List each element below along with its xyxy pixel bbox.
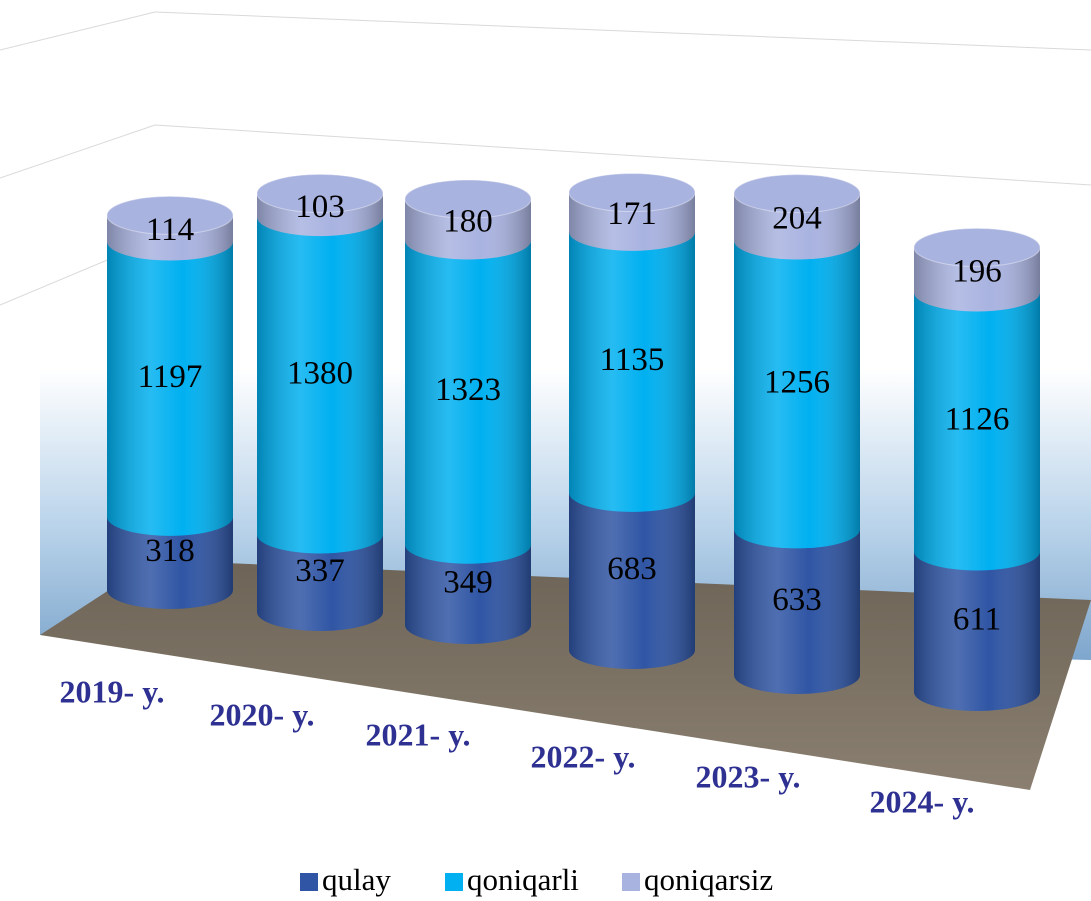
value-label: 1380 (287, 355, 353, 391)
x-tick-label: 2020- y. (210, 696, 315, 732)
shading (914, 532, 1040, 711)
value-label: 103 (295, 189, 345, 225)
cylinder-top (106, 195, 234, 235)
cylinder-top (404, 179, 532, 219)
shading (405, 221, 531, 564)
value-label: 1135 (600, 342, 665, 378)
legend-swatch (445, 873, 463, 891)
value-label: 611 (953, 601, 1001, 637)
value-label: 1256 (764, 365, 830, 401)
cylinder-top (256, 173, 384, 213)
value-label: 1126 (945, 402, 1010, 438)
x-tick-label: 2019- y. (60, 673, 165, 709)
shading (914, 273, 1040, 571)
legend-swatch (300, 873, 318, 891)
cylinder-top (913, 227, 1041, 267)
value-label: 196 (952, 254, 1002, 290)
x-tick-label: 2022- y. (531, 738, 636, 774)
x-tick-label: 2023- y. (696, 758, 801, 794)
value-label: 337 (295, 553, 345, 589)
value-label: 1323 (435, 372, 501, 408)
shading (569, 473, 695, 669)
shading (569, 212, 695, 512)
shading (107, 222, 233, 536)
shading (734, 510, 860, 694)
value-label: 204 (772, 201, 822, 237)
legend-label: qoniqarli (467, 862, 579, 897)
value-label: 633 (772, 582, 822, 618)
value-label: 683 (607, 551, 657, 587)
value-label: 114 (146, 212, 194, 248)
legend: qulay qoniqarli qoniqarsiz (300, 862, 773, 897)
value-label: 349 (443, 564, 493, 600)
x-tick-label: 2024- y. (870, 783, 975, 819)
legend-label: qoniqarsiz (644, 862, 773, 897)
legend-label: qulay (322, 862, 391, 897)
value-label: 180 (443, 203, 493, 239)
legend-swatch (622, 873, 640, 891)
cylinder-top (568, 173, 696, 213)
value-label: 318 (145, 533, 195, 569)
x-tick-label: 2021- y. (366, 716, 471, 752)
shading (734, 221, 860, 549)
shading (257, 198, 383, 554)
cylinder-top (733, 174, 861, 214)
value-label: 1197 (138, 359, 203, 395)
value-label: 171 (607, 196, 657, 232)
plot: 318 1197 114 2019- y. 337 1380 103 2020- y. 349 1… (60, 173, 1041, 819)
